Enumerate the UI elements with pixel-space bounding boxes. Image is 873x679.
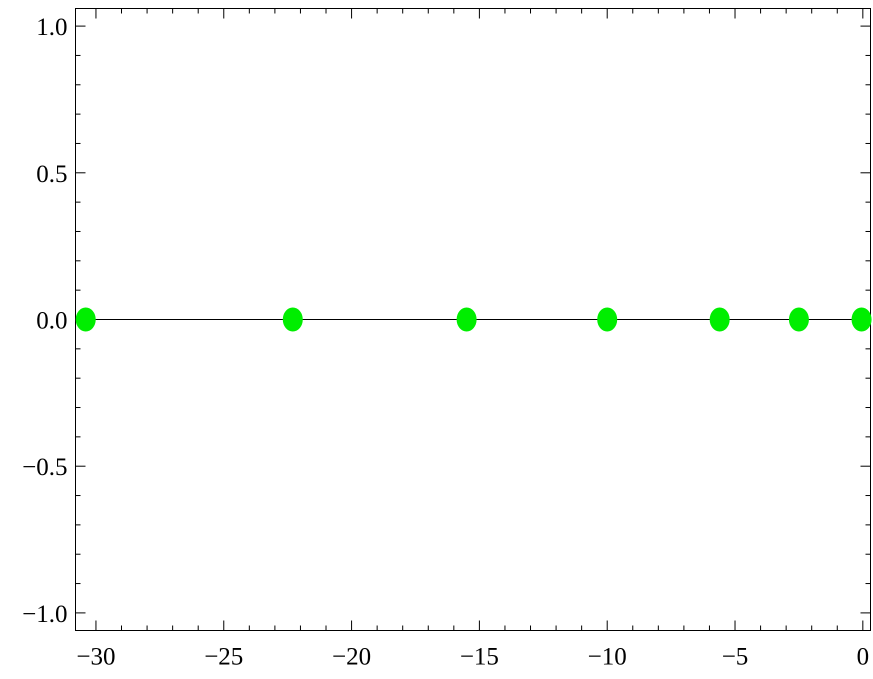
y-tick-label: 0.5: [36, 161, 67, 188]
data-point: [788, 307, 809, 332]
data-point: [597, 307, 618, 332]
y-tick-label: 1.0: [36, 14, 67, 41]
data-points: [75, 307, 872, 332]
x-tick-label: −15: [460, 644, 499, 671]
y-tick-label: 0.0: [36, 308, 67, 335]
x-tick-label: 0: [857, 644, 870, 671]
x-tick-label: −25: [204, 644, 243, 671]
x-tick-label: −30: [76, 644, 115, 671]
x-tick-label: −5: [722, 644, 749, 671]
data-point: [709, 307, 730, 332]
y-tick-label: −0.5: [22, 454, 67, 481]
x-tick-label: −10: [588, 644, 627, 671]
x-tick-label: −20: [332, 644, 371, 671]
data-point: [456, 307, 477, 332]
data-point: [282, 307, 303, 332]
y-tick-label: −1.0: [22, 601, 67, 628]
data-point: [851, 307, 872, 332]
tick-labels: −30 −25 −20 −15 −10 −5 0 1.0 0.5 0.0 −0.5 −1.0: [22, 14, 869, 670]
data-point: [75, 307, 96, 332]
